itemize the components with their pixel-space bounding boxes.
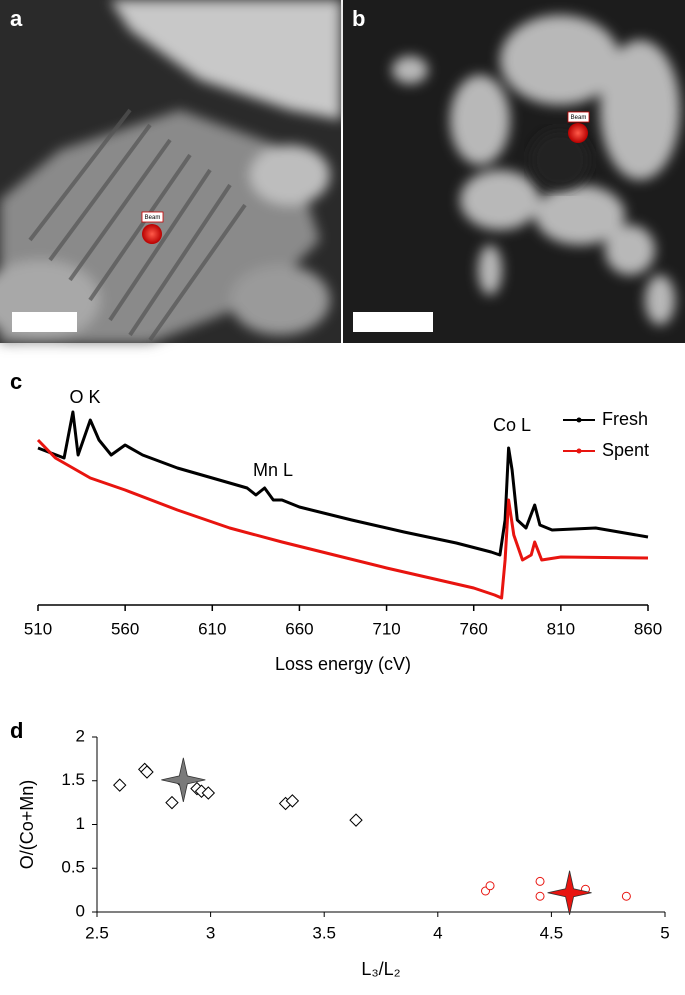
data-point [140,765,154,779]
x-tick-label: 4.5 [540,923,564,942]
x-tick-label: 3.5 [312,923,336,942]
panel-label: a [10,6,23,31]
legend-marker [576,448,582,454]
data-point [535,876,545,886]
spectrum-line [37,410,649,557]
x-tick-label: 660 [285,619,313,638]
peak-annotation: Mn L [253,460,293,480]
x-tick-label: 4 [433,923,442,942]
y-tick-label: 0 [76,901,85,920]
average-star [161,757,206,802]
x-axis-title: Loss energy (cV) [275,654,411,674]
panel-label: b [352,6,365,31]
legend-label: Spent [602,440,649,460]
beam-label: Beam [145,215,161,221]
y-tick-label: 1.5 [61,770,85,789]
x-tick-label: 3 [206,923,215,942]
data-point [285,794,300,808]
data-point [535,891,545,901]
x-tick-label: 710 [372,619,400,638]
y-tick-label: 1 [76,814,85,833]
x-tick-label: 610 [198,619,226,638]
data-point [621,891,631,901]
x-tick-label: 860 [634,619,662,638]
x-tick-label: 2.5 [85,923,109,942]
x-tick-label: 510 [24,619,52,638]
x-tick-label: 5 [660,923,669,942]
y-axis-title: O/(Co+Mn) [17,780,37,870]
panel-label: c [10,369,22,394]
panel-label: d [10,718,23,743]
micrograph-a: Beam a [0,0,341,343]
peak-annotation: O K [69,387,100,407]
y-tick-label: 0.5 [61,858,85,877]
beam-label: Beam [571,115,587,121]
data-point [165,795,179,810]
micrograph-b: Beam b [343,0,685,343]
data-point [201,786,216,800]
peak-annotation: Co L [493,415,531,435]
x-tick-label: 810 [547,619,575,638]
x-tick-label: 760 [460,619,488,638]
y-tick-label: 2 [76,726,85,745]
data-point [485,881,495,891]
x-axis-title: L₃/L₂ [361,959,400,979]
data-point [113,778,127,792]
x-tick-label: 560 [111,619,139,638]
spectrum-line [36,438,649,600]
legend-marker [576,417,582,423]
average-star [547,870,592,915]
legend-label: Fresh [602,409,648,429]
data-point [349,813,363,827]
